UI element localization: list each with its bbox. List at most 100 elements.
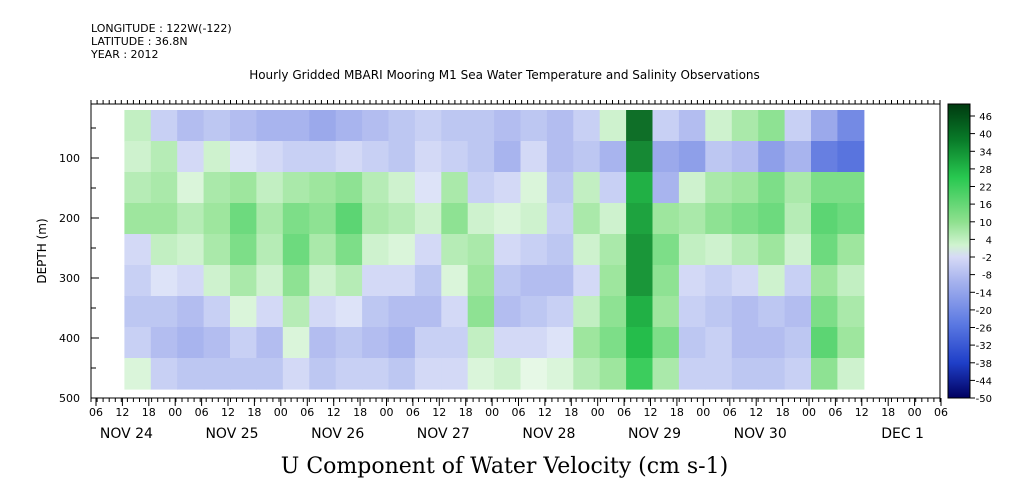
x-tick-label: 18 [142,406,156,419]
heatmap-cell [467,172,495,204]
heatmap-cell [811,296,838,328]
heatmap-cell [758,234,786,266]
heatmap-cell [626,203,654,235]
heatmap-cell [573,327,601,359]
x-tick-label: 00 [802,406,816,419]
y-tick-label: 100 [59,152,80,165]
heatmap-cell [652,234,680,266]
heatmap-cell [256,234,284,266]
colorbar-label: 28 [979,165,992,176]
heatmap-cell [388,141,416,173]
heatmap-cell [546,358,574,390]
heatmap-cell [414,141,442,173]
heatmap-cell [467,358,495,390]
heatmap-cell [546,296,574,328]
heatmap-cell [256,110,284,142]
heatmap-cell [441,296,469,328]
heatmap-cell [758,172,786,204]
heatmap-cell [467,265,495,297]
heatmap-cell [599,265,627,297]
heatmap-cell [573,265,601,297]
colorbar-label: -44 [976,376,992,387]
heatmap-cell [335,358,363,390]
heatmap-cell [414,265,442,297]
heatmap-cell [282,234,310,266]
day-label: NOV 27 [417,426,470,442]
heatmap-cell [150,110,178,142]
heatmap-cell [441,358,469,390]
heatmap-cell [256,358,284,390]
heatmap-cell [573,358,601,390]
x-tick-label: 12 [221,406,235,419]
heatmap-cell [811,172,838,204]
heatmap-cell [652,172,680,204]
heatmap-cell [705,203,733,235]
heatmap-cell [784,327,812,359]
heatmap-cell [784,141,812,173]
heatmap-cell [282,141,310,173]
day-label: NOV 25 [205,426,258,442]
heatmap-cell [520,265,548,297]
heatmap-cell [203,110,231,142]
heatmap-cell [282,296,310,328]
heatmap-cell [230,358,257,390]
heatmap-cell [362,234,390,266]
heatmap-cell [388,296,416,328]
x-tick-label: 12 [855,406,869,419]
heatmap-cell [520,172,548,204]
x-tick-label: 06 [406,406,420,419]
heatmap-cell [230,141,257,173]
heatmap-cell [177,358,205,390]
heatmap-cell [256,327,284,359]
x-tick-label: 00 [908,406,922,419]
heatmap-cell [678,327,706,359]
heatmap-cell [678,358,706,390]
colorbar-caption: U Component of Water Velocity (cm s-1) [280,454,729,479]
heatmap-cell [731,172,759,204]
heatmap-cell [282,327,310,359]
heatmap-cell [309,358,337,390]
heatmap-cell [494,234,522,266]
day-label: NOV 30 [734,426,787,442]
heatmap-cell [758,141,786,173]
x-tick-label: 00 [696,406,710,419]
heatmap-cell [414,296,442,328]
colorbar-label: -20 [976,306,992,317]
heatmap-cell [441,265,469,297]
heatmap-cell [441,172,469,204]
heatmap-cell [520,203,548,235]
heatmap-cell [150,203,178,235]
heatmap-cell [784,172,812,204]
x-tick-label: 06 [195,406,209,419]
x-tick-label: 06 [723,406,737,419]
heatmap-cell [309,327,337,359]
colorbar-ticks: 46 40 34 28 22 16 10 4 -2 -8 -14 -20 -26 -32 -38 -44 -50 [970,112,992,405]
heatmap-cell [309,265,337,297]
x-tick-label: 18 [881,406,895,419]
heatmap-cell [124,234,152,266]
heatmap-cell [599,296,627,328]
heatmap-cell [414,358,442,390]
heatmap-cell [282,265,310,297]
heatmap-cell [546,110,574,142]
heatmap-cell [678,172,706,204]
x-tick-label: 18 [459,406,473,419]
heatmap-cell [573,172,601,204]
heatmap-cell [467,203,495,235]
heatmap-cell [230,327,257,359]
day-label: NOV 28 [522,426,575,442]
heatmap-cell [731,296,759,328]
heatmap-cell [494,327,522,359]
heatmap-cell [177,296,205,328]
heatmap-cell [784,234,812,266]
heatmap-cell [758,327,786,359]
heatmap-cell [652,265,680,297]
x-tick-label: 12 [644,406,658,419]
heatmap-cell [441,234,469,266]
x-tick-label: 18 [353,406,367,419]
y-axis-label: DEPTH (m) [35,218,49,283]
heatmap-cell [837,172,865,204]
heatmap-cell [731,265,759,297]
heatmap-cell [546,265,574,297]
heatmap-cell [573,296,601,328]
